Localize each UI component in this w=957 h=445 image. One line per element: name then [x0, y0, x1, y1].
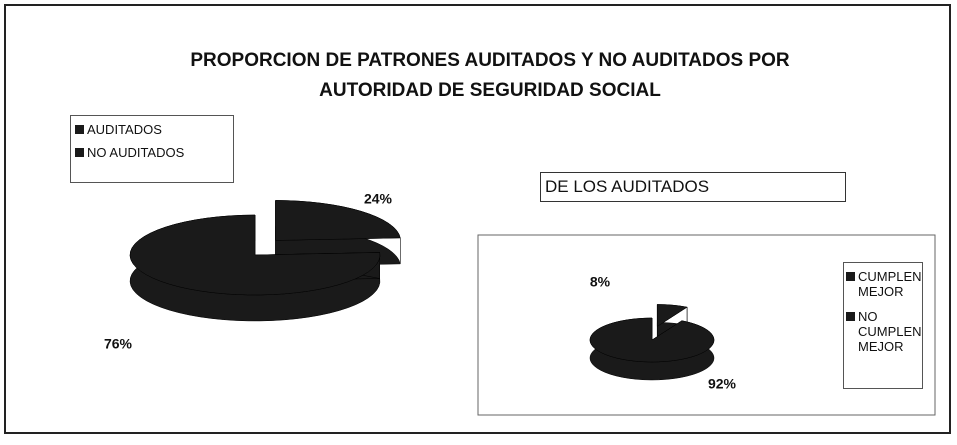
legend-label: NO AUDITADOS [87, 145, 185, 160]
data-label: 92% [708, 376, 737, 392]
legend-swatch [75, 148, 84, 157]
legend-swatch [75, 125, 84, 134]
plot-area [477, 234, 936, 416]
chart-title: PROPORCION DE PATRONES AUDITADOS Y NO AU… [190, 50, 790, 101]
legend-label: CUMPLEN MEJOR [858, 269, 922, 299]
pie-slice [656, 304, 688, 327]
legend-item: NO AUDITADOS [75, 145, 229, 160]
legend-label: NO CUMPLEN MEJOR [858, 309, 922, 354]
legend: AUDITADOS NO AUDITADOS [70, 115, 234, 183]
legend-label: AUDITADOS [87, 122, 162, 137]
legend-item: CUMPLEN MEJOR [846, 269, 922, 299]
chart-title: DE LOS AUDITADOS [540, 172, 846, 202]
chart-border [4, 4, 951, 434]
legend: CUMPLEN MEJOR NO CUMPLEN MEJOR [843, 262, 923, 389]
legend-item: AUDITADOS [75, 122, 229, 137]
data-label: 24% [364, 191, 393, 207]
pie-slice [129, 214, 381, 296]
legend-swatch [846, 312, 855, 321]
pie-slice [275, 200, 401, 241]
legend-item: NO CUMPLEN MEJOR [846, 309, 922, 354]
data-label: 8% [590, 274, 611, 290]
legend-swatch [846, 272, 855, 281]
data-label: 76% [104, 336, 133, 352]
pie-slice [589, 317, 715, 363]
